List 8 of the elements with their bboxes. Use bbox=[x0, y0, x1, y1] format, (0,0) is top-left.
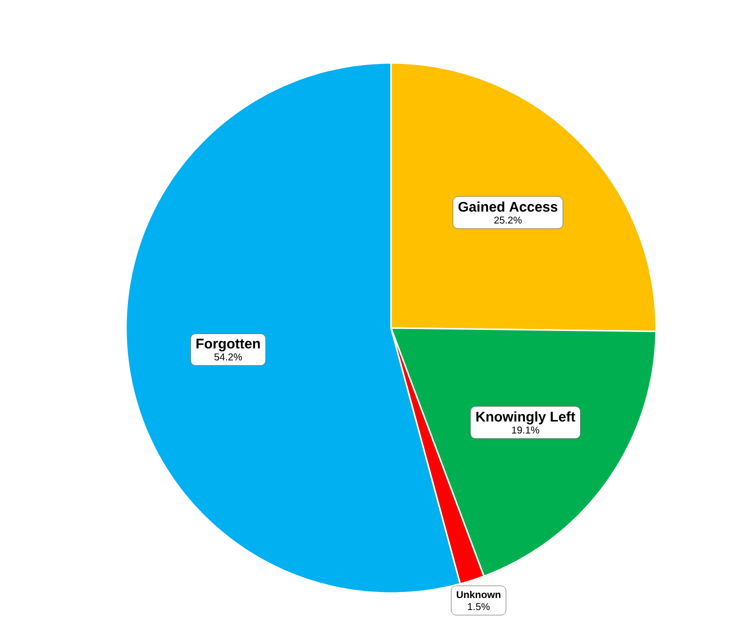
data-label: 19.1% bbox=[512, 426, 540, 434]
slice-label: Forgotten bbox=[196, 338, 260, 352]
slice-label: Knowingly Left bbox=[476, 411, 576, 424]
slice-label: Unknown bbox=[456, 590, 500, 598]
data-label: 25.2% bbox=[494, 216, 522, 224]
data-label: 54.2% bbox=[214, 353, 242, 360]
slice-label: Gained Access bbox=[458, 201, 558, 212]
data-label: 1.5% bbox=[468, 603, 490, 610]
